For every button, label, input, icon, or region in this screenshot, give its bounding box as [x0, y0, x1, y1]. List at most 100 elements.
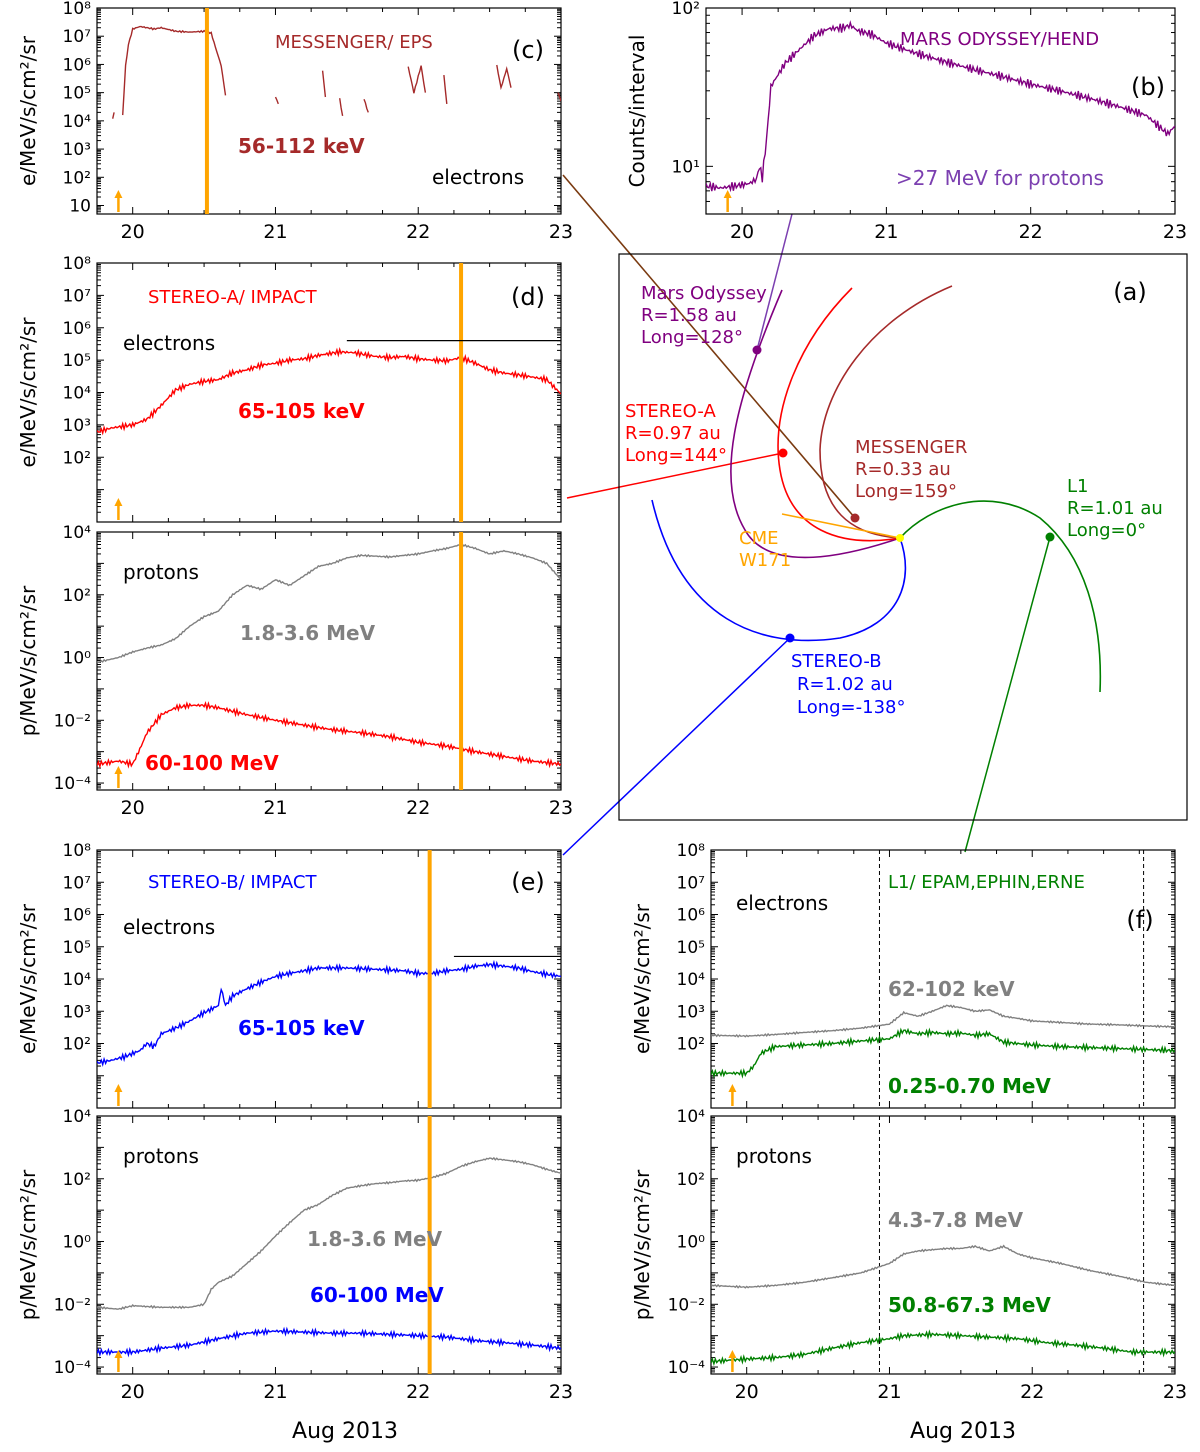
y-tick-label: 10⁶ — [63, 906, 92, 926]
y-tick-label: 10⁸ — [677, 841, 706, 861]
y-axis-title: p/MeV/s/cm²/sr — [16, 1169, 40, 1320]
sun-marker — [896, 534, 904, 542]
l1-lon: Long=0° — [1067, 520, 1146, 541]
y-axis-title: e/MeV/s/cm²/sr — [16, 35, 40, 186]
series-line — [339, 98, 344, 117]
stereo-a-name: STEREO-A — [625, 401, 716, 422]
y-tick-label: 10⁴ — [63, 112, 92, 132]
panel-b: 10¹ 10² 20 21 22 23 Counts/interval (b) MARS O… — [625, 0, 1187, 243]
y-tick-label: 10⁻⁴ — [54, 1358, 92, 1378]
stereo-a-lon: Long=144° — [625, 445, 727, 466]
onset-arrow-head — [114, 1350, 123, 1358]
x-tick-label: 21 — [263, 1381, 287, 1403]
x-tick-label: 21 — [874, 221, 898, 243]
y-axis-title: e/MeV/s/cm²/sr — [630, 903, 654, 1054]
connector-mars — [756, 213, 793, 351]
panel-c-species-label: electrons — [432, 165, 524, 189]
plot-area: 10² 10³ 10⁴ 10⁵ 10⁶ 10⁷ 10⁸ e/MeV/s/cm²/sr — [16, 841, 562, 1109]
spiral-mars — [730, 289, 901, 559]
plot-area: 10⁻⁴ 10⁻² 10⁰ 10² 10⁴ 20 21 22 23 p/MeV/s/cm²/sr — [16, 523, 573, 819]
mars-odyssey-lon: Long=128° — [641, 327, 743, 348]
panel-f-protons-label: protons — [736, 1144, 812, 1168]
panel-d-energy-label: 65-105 keV — [238, 399, 365, 423]
y-tick-label: 10³ — [63, 416, 91, 436]
mars-odyssey-name: Mars Odyssey — [641, 283, 767, 304]
x-tick-label: 22 — [1019, 221, 1043, 243]
y-tick-label: 10² — [677, 1170, 705, 1190]
panel-d-grey-energy-label: 1.8-3.6 MeV — [240, 621, 376, 645]
x-tick-label: 22 — [1020, 1381, 1044, 1403]
panel-a-map: (a) Mars Odyssey R=1.58 au Long=128° STE… — [618, 253, 1188, 821]
panel-e-protons-label: protons — [123, 1144, 199, 1168]
y-tick-label: 10⁸ — [63, 841, 92, 861]
stereo-a-r: R=0.97 au — [625, 423, 721, 444]
x-tick-label: 23 — [1163, 1381, 1187, 1403]
y-tick-label: 10 — [69, 197, 91, 217]
y-tick-label: 10⁷ — [63, 286, 92, 306]
panel-e-instrument: STEREO-B/ IMPACT — [148, 872, 317, 893]
series-line — [496, 64, 512, 91]
x-tick-label: 20 — [121, 1381, 145, 1403]
series-line — [407, 65, 427, 94]
map-panel-letter: (a) — [1113, 278, 1146, 306]
y-tick-label: 10² — [63, 1035, 91, 1055]
x-tick-label: 23 — [1163, 221, 1187, 243]
series-line — [711, 1329, 1175, 1367]
connector-stereo-a — [566, 452, 784, 499]
panel-f-species-label: electrons — [736, 891, 828, 915]
plot-area: 10² 10³ 10⁴ 10⁵ 10⁶ 10⁷ 10⁸ e/MeV/s/cm²/sr — [630, 841, 1176, 1109]
y-tick-label: 10⁻² — [668, 1295, 705, 1315]
plot-area: 10¹ 10² 20 21 22 23 Counts/interval — [625, 0, 1187, 243]
panel-d-letter: (d) — [511, 283, 545, 311]
y-tick-label: 10² — [63, 448, 91, 468]
l1-dot — [1045, 532, 1055, 542]
series-line — [97, 543, 561, 663]
series-line — [363, 98, 369, 113]
mars-odyssey-r: R=1.58 au — [641, 305, 737, 326]
series-line — [706, 20, 1175, 193]
panel-f-grey-energy-label: 4.3-7.8 MeV — [888, 1208, 1024, 1232]
onset-arrow-head — [114, 498, 123, 506]
onset-arrow-head — [114, 1084, 123, 1092]
panel-e-blue-energy-label: 60-100 MeV — [310, 1283, 444, 1307]
panel-d-instrument: STEREO-A/ IMPACT — [148, 287, 318, 308]
panel-f-grey-energy-label: 62-102 keV — [888, 977, 1015, 1001]
x-tick-label: 23 — [549, 1381, 573, 1403]
series-line — [97, 1326, 561, 1358]
onset-arrow-head — [728, 1084, 737, 1092]
plot-area: 10 10² 10³ 10⁴ 10⁵ 10⁶ 10⁷ 10⁸ 20 21 22 23 e/MeV/s/c… — [16, 0, 573, 243]
y-tick-label: 10⁸ — [63, 0, 92, 19]
panel-f-instrument: L1/ EPAM,EPHIN,ERNE — [888, 872, 1085, 893]
y-tick-label: 10² — [63, 168, 91, 188]
y-tick-label: 10⁷ — [63, 873, 92, 893]
l1-name: L1 — [1067, 476, 1088, 497]
y-axis-title: p/MeV/s/cm²/sr — [16, 585, 40, 736]
x-tick-label: 22 — [406, 797, 430, 819]
x-tick-label: 21 — [263, 221, 287, 243]
x-tick-label: 22 — [406, 1381, 430, 1403]
y-tick-label: 10⁵ — [63, 938, 91, 958]
x-tick-label: 20 — [730, 221, 754, 243]
y-tick-label: 10⁵ — [63, 84, 91, 104]
series-line — [112, 112, 115, 119]
plot-frame — [705, 7, 1176, 215]
cme-label: CME — [739, 528, 778, 549]
y-tick-label: 10⁶ — [63, 55, 92, 75]
messenger-name: MESSENGER — [855, 437, 967, 458]
x-tick-label: 21 — [263, 797, 287, 819]
y-tick-label: 10⁰ — [677, 1233, 706, 1253]
connector-stereo-b — [562, 637, 791, 856]
y-tick-label: 10⁴ — [63, 970, 92, 990]
onset-arrow-head — [114, 766, 123, 774]
y-tick-label: 10⁸ — [63, 254, 92, 274]
y-tick-label: 10⁻² — [54, 1295, 91, 1315]
y-tick-label: 10⁻² — [54, 711, 91, 731]
x-tick-label: 20 — [735, 1381, 759, 1403]
messenger-r: R=0.33 au — [855, 459, 951, 480]
y-tick-label: 10³ — [63, 140, 91, 160]
